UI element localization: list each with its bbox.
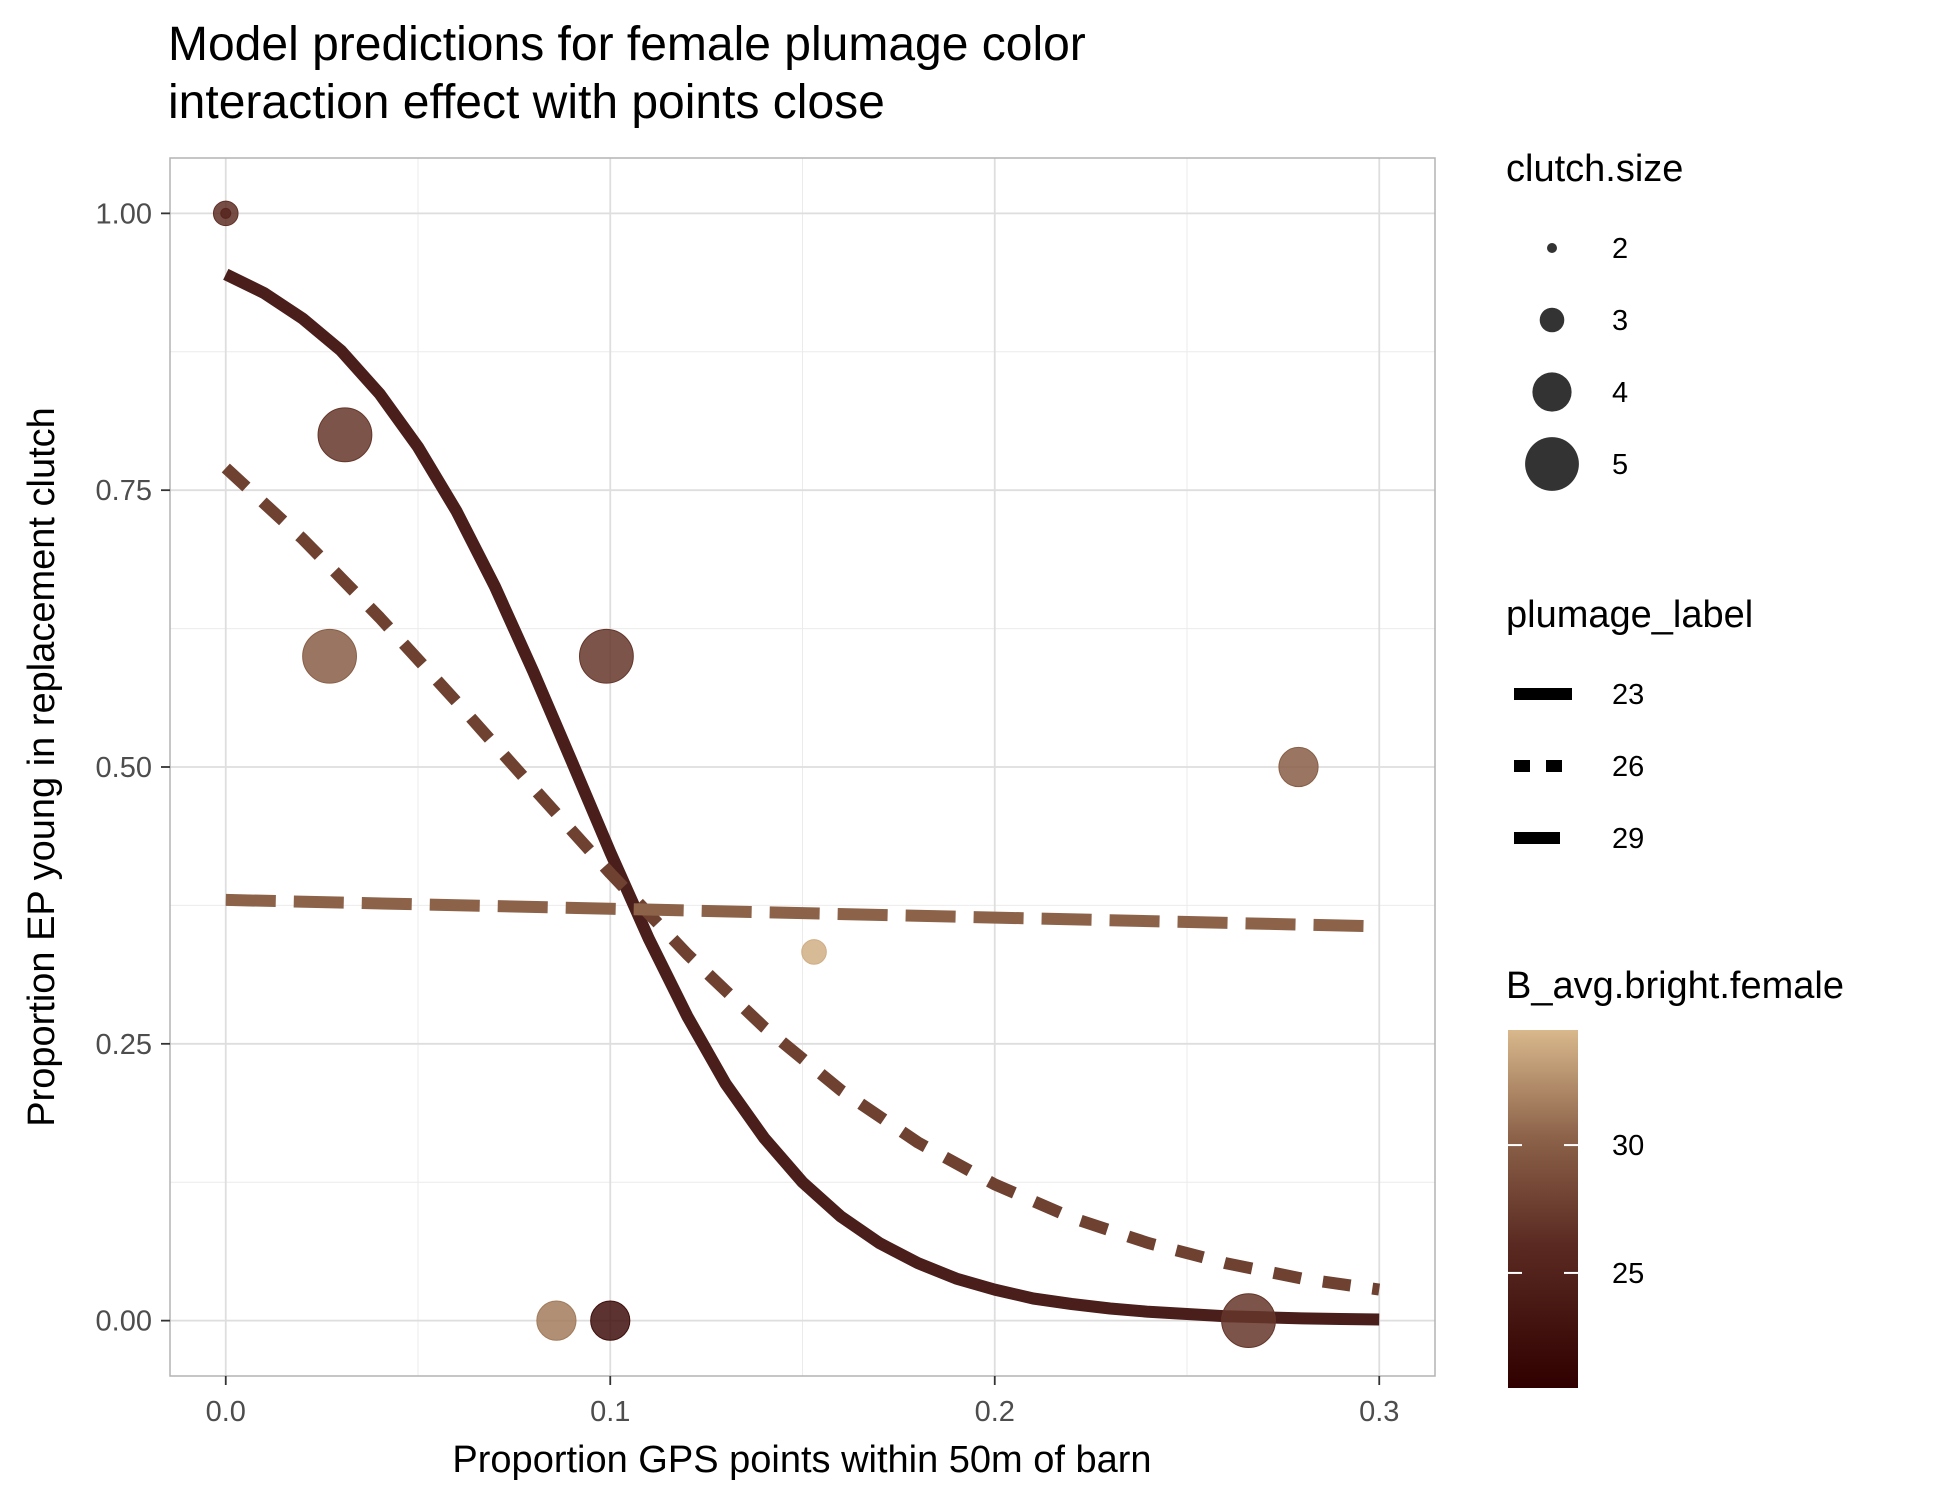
legend-size-key xyxy=(1532,372,1572,412)
chart-subtitle: interaction effect with points close xyxy=(168,76,885,129)
x-tick-label: 0.0 xyxy=(206,1396,246,1428)
y-tick-label: 0.75 xyxy=(96,475,152,507)
legend-size-key xyxy=(1547,243,1557,253)
series-line-26 xyxy=(221,463,1381,1296)
legend-clutch-size-title: clutch.size xyxy=(1506,148,1683,190)
chart-title: Model predictions for female plumage col… xyxy=(168,18,1086,71)
data-point xyxy=(302,628,357,684)
legend-linetype-label: 29 xyxy=(1612,823,1644,855)
data-point xyxy=(317,407,373,463)
y-tick-label: 0.25 xyxy=(96,1029,152,1061)
legend-size-key xyxy=(1539,307,1565,333)
legend-size-label: 5 xyxy=(1612,449,1628,481)
plot-area xyxy=(169,157,1436,1377)
x-tick-label: 0.3 xyxy=(1359,1396,1399,1428)
legend-size-label: 3 xyxy=(1612,305,1628,337)
data-point xyxy=(1278,746,1319,788)
data-point xyxy=(801,939,827,965)
legend-plumage-label: plumage_label 23 26 29 xyxy=(1506,594,1753,855)
colorbar-tick-label: 25 xyxy=(1612,1258,1644,1290)
data-point xyxy=(1221,1293,1276,1349)
x-tick-label: 0.2 xyxy=(975,1396,1015,1428)
legend-linetype-label: 26 xyxy=(1612,751,1644,783)
colorbar xyxy=(1508,1030,1578,1388)
colorbar-tick-label: 30 xyxy=(1612,1130,1644,1162)
y-tick-label: 0.00 xyxy=(96,1306,152,1338)
data-point xyxy=(579,628,634,684)
data-point xyxy=(590,1300,631,1341)
data-points xyxy=(212,200,1319,1349)
legend-size-label: 4 xyxy=(1612,377,1628,409)
y-axis-ticks: 0.00 0.25 0.50 0.75 1.00 xyxy=(96,198,170,1338)
x-axis-ticks: 0.0 0.1 0.2 0.3 xyxy=(206,1376,1399,1428)
x-tick-label: 0.1 xyxy=(590,1396,630,1428)
data-point xyxy=(220,207,232,219)
legend-brightness: B_avg.bright.female 25 30 xyxy=(1506,965,1844,1388)
y-tick-label: 0.50 xyxy=(96,752,152,784)
legend-linetype-label: 23 xyxy=(1612,679,1644,711)
prediction-lines xyxy=(221,268,1381,1326)
legend-size-label: 2 xyxy=(1612,233,1628,265)
series-line-23 xyxy=(223,268,1380,1326)
x-axis-title: Proportion GPS points within 50m of barn xyxy=(452,1439,1151,1481)
legend-plumage-label-title: plumage_label xyxy=(1506,594,1753,636)
gridlines xyxy=(170,158,1435,1376)
y-axis-title: Proportion EP young in replacement clutc… xyxy=(21,407,63,1127)
data-point xyxy=(536,1300,577,1341)
legend-size-key xyxy=(1525,437,1579,491)
series-line-29 xyxy=(225,893,1380,933)
legend-brightness-title: B_avg.bright.female xyxy=(1506,965,1844,1007)
y-tick-label: 1.00 xyxy=(96,198,152,230)
legend-clutch-size: clutch.size 2 3 4 5 xyxy=(1506,148,1683,491)
